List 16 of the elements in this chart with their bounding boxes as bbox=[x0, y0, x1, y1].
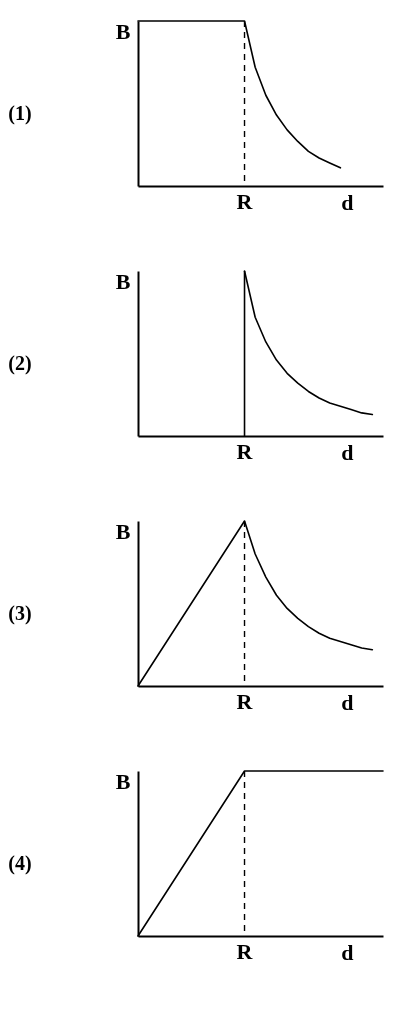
x-axis-title: d bbox=[341, 939, 354, 965]
text: R bbox=[236, 189, 254, 214]
text: (1) bbox=[8, 101, 32, 125]
y-axis-title: B bbox=[115, 18, 131, 44]
text: R bbox=[236, 439, 254, 464]
y-axis-title: B bbox=[115, 518, 131, 544]
text: (3) bbox=[8, 601, 32, 625]
text: (2) bbox=[8, 351, 32, 375]
x-axis-title: d bbox=[341, 189, 354, 215]
x-axis-title: d bbox=[341, 439, 354, 465]
y-axis-title: B bbox=[115, 268, 131, 294]
text: R bbox=[236, 939, 254, 964]
x-axis-title: d bbox=[341, 689, 354, 715]
y-axis-title: B bbox=[115, 768, 131, 794]
text: (4) bbox=[8, 851, 32, 875]
text: R bbox=[236, 689, 254, 714]
